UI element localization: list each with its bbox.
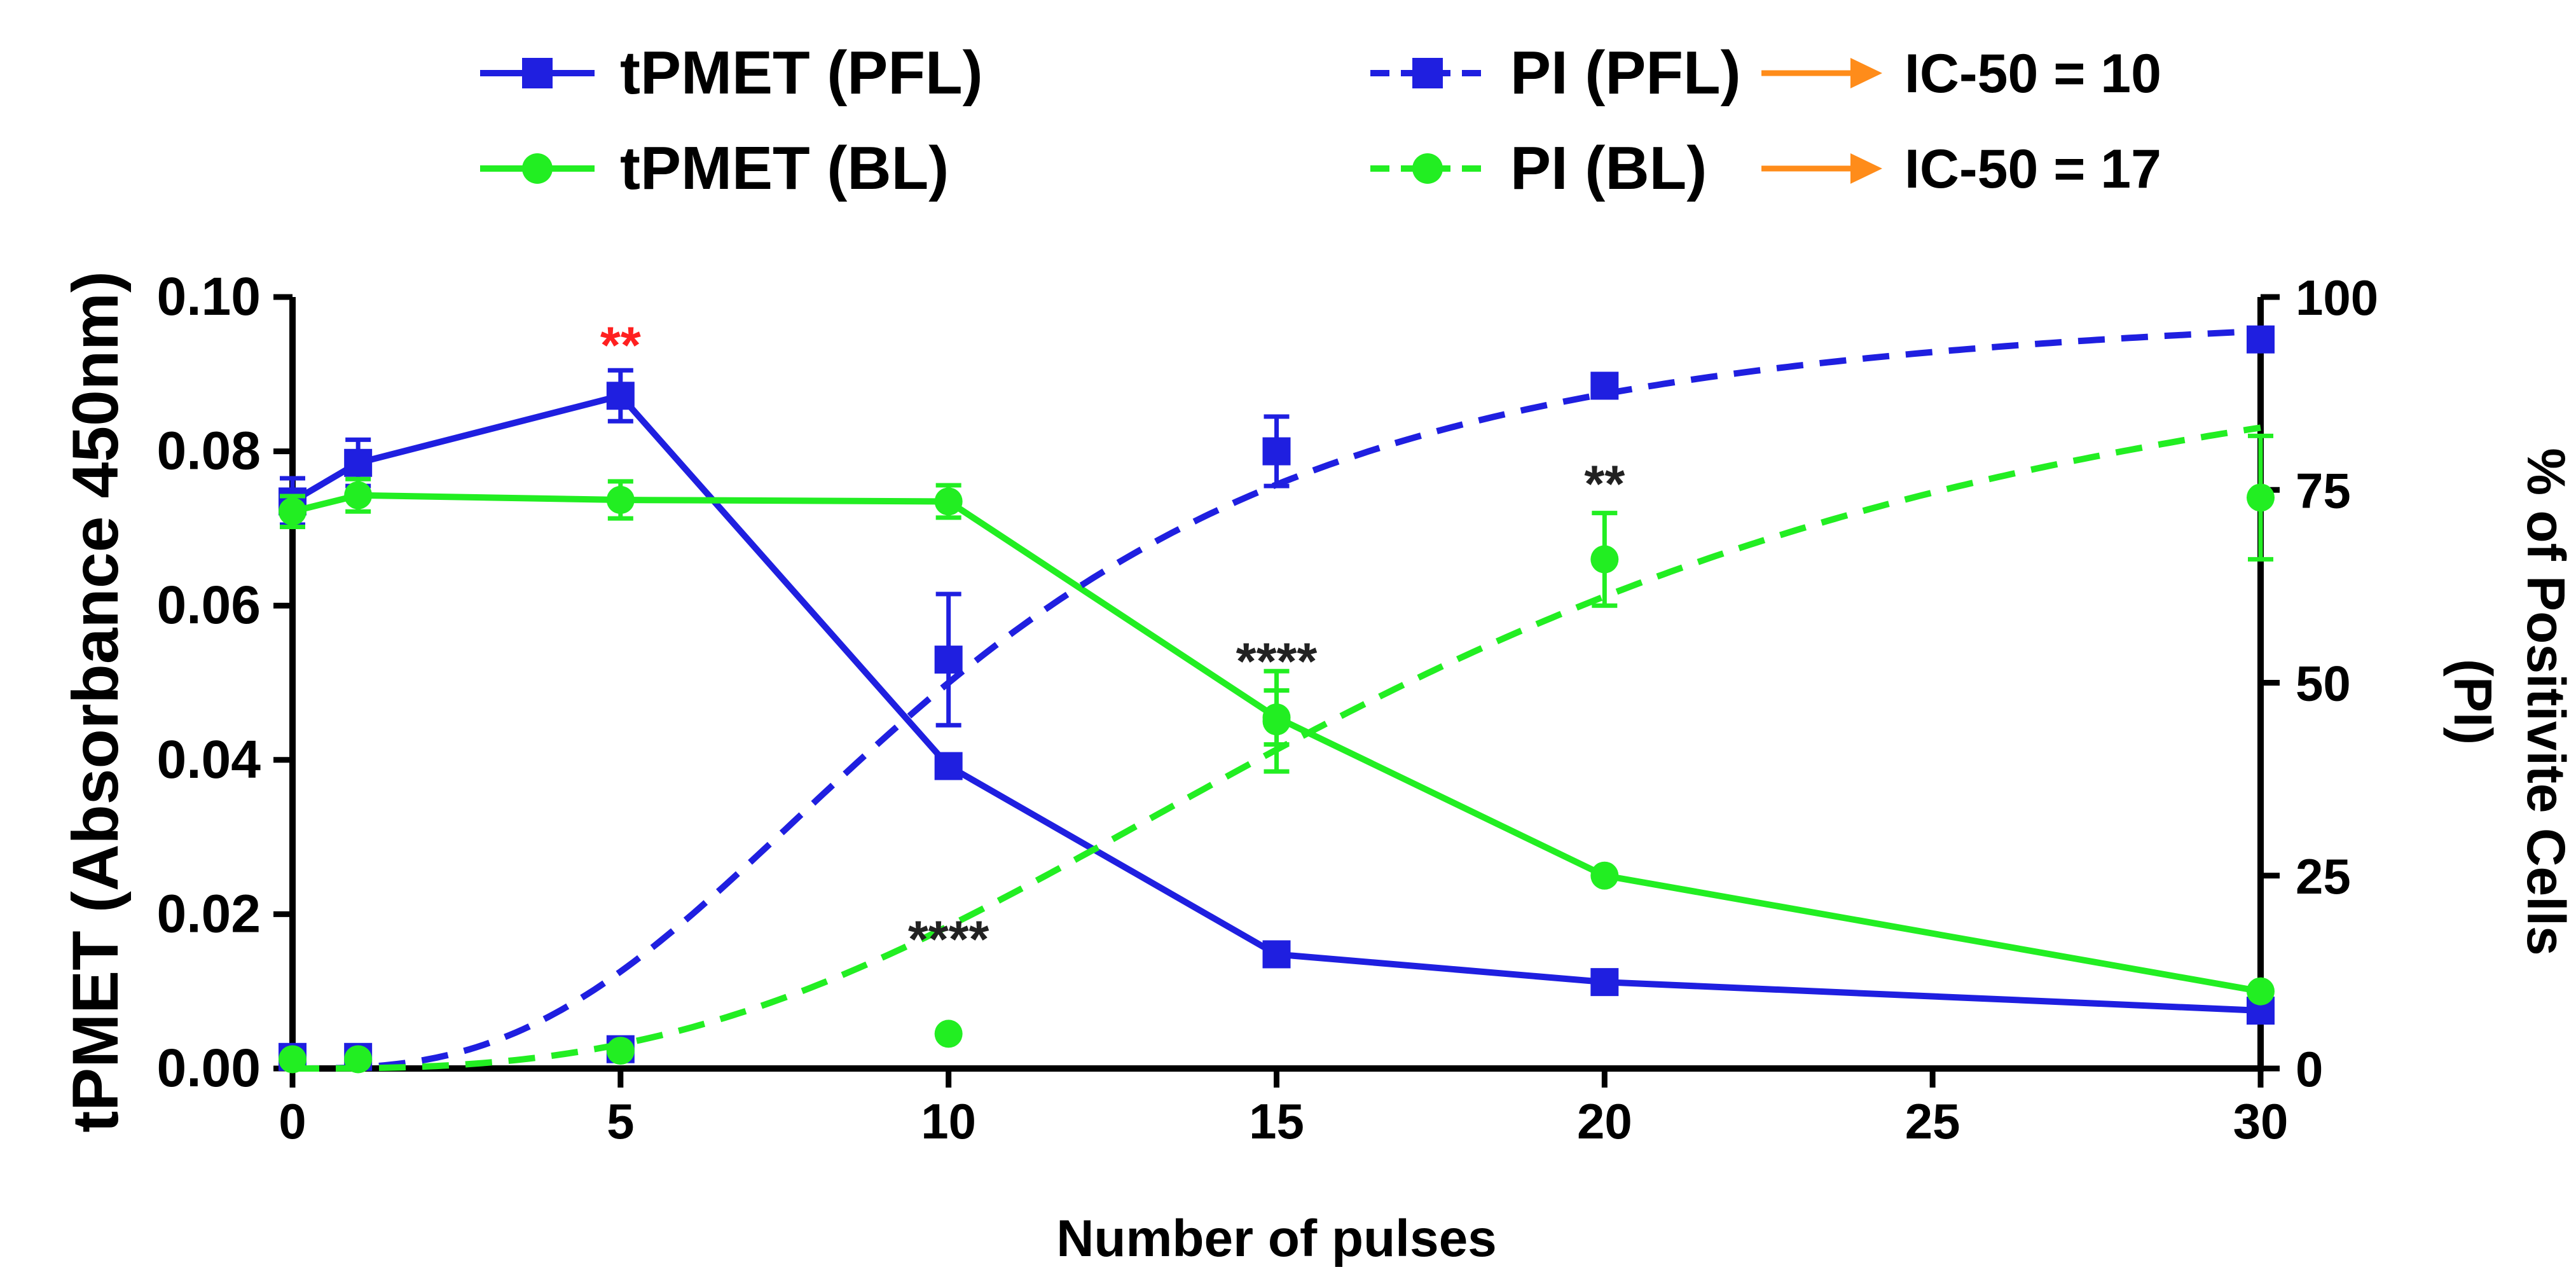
y-right-tick-label: 75 bbox=[2296, 462, 2351, 518]
x-tick-label: 0 bbox=[279, 1093, 306, 1149]
significance-label: **** bbox=[908, 911, 989, 969]
data-point bbox=[344, 481, 373, 509]
legend-label: tPMET (PFL) bbox=[620, 39, 983, 107]
legend-label: IC-50 = 10 bbox=[1904, 43, 2161, 104]
x-tick-label: 15 bbox=[1249, 1093, 1304, 1149]
legend: tPMET (PFL) tPMET (BL) PI (PFL) PI (BL) IC-5… bbox=[480, 39, 2161, 202]
data-point bbox=[2247, 977, 2275, 1006]
y-right-tick-label: 25 bbox=[2296, 848, 2351, 904]
axes: 0 5 10 15 20 25 30 0.00 0.02 0.04 0.06 0.08 0.10 0 25 5… bbox=[59, 266, 2576, 1268]
significance-label: **** bbox=[1236, 633, 1318, 691]
y-axis-right-title-line2: (PI) bbox=[2443, 659, 2503, 745]
data-point bbox=[344, 1045, 373, 1074]
data-point bbox=[1590, 371, 1619, 400]
annotation-layer: ************ bbox=[600, 317, 1625, 969]
data-point bbox=[1590, 968, 1619, 997]
y-right-tick-label: 0 bbox=[2296, 1041, 2323, 1097]
significance-label: ** bbox=[1584, 455, 1625, 513]
legend-label: IC-50 = 17 bbox=[1904, 139, 2161, 200]
data-point bbox=[934, 1020, 963, 1048]
y-left-tick-label: 0.06 bbox=[157, 575, 261, 635]
data-point bbox=[2247, 325, 2275, 354]
legend-label: PI (BL) bbox=[1510, 134, 1707, 202]
legend-swatch-marker bbox=[1412, 153, 1443, 184]
data-point bbox=[934, 646, 963, 674]
y-left-tick-label: 0.00 bbox=[157, 1038, 261, 1098]
y-left-tick-label: 0.10 bbox=[157, 266, 261, 326]
data-point bbox=[279, 1045, 307, 1074]
x-tick-label: 10 bbox=[921, 1093, 976, 1149]
legend-label: PI (PFL) bbox=[1510, 39, 1741, 107]
x-tick-label: 25 bbox=[1905, 1093, 1960, 1149]
data-point bbox=[606, 382, 635, 410]
legend-item: tPMET (BL) bbox=[480, 134, 949, 202]
series-layer bbox=[279, 325, 2275, 1074]
series-tpmet-bl- bbox=[279, 476, 2275, 1006]
legend-swatch-marker bbox=[522, 153, 553, 184]
legend-item: PI (BL) bbox=[1370, 134, 1707, 202]
y-left-tick-label: 0.08 bbox=[157, 421, 261, 481]
y-axis-right-title-line1: % of Positivite Cells bbox=[2516, 448, 2576, 955]
data-point bbox=[2247, 483, 2275, 512]
data-point bbox=[1590, 545, 1619, 574]
x-tick-label: 30 bbox=[2233, 1093, 2289, 1149]
x-axis-title: Number of pulses bbox=[1056, 1210, 1497, 1268]
legend-swatch-marker bbox=[522, 58, 553, 88]
data-point bbox=[344, 448, 373, 477]
data-point bbox=[279, 497, 307, 526]
y-right-tick-label: 100 bbox=[2296, 270, 2378, 326]
legend-label: tPMET (BL) bbox=[620, 134, 949, 202]
data-point bbox=[1262, 707, 1291, 736]
data-point bbox=[606, 1037, 635, 1065]
significance-label: ** bbox=[600, 317, 641, 375]
legend-item: tPMET (PFL) bbox=[480, 39, 983, 107]
data-point bbox=[1262, 437, 1291, 466]
arrow-head-icon bbox=[1850, 153, 1882, 184]
data-point bbox=[1590, 861, 1619, 890]
data-point bbox=[934, 487, 963, 516]
arrow-head-icon bbox=[1850, 58, 1882, 88]
legend-item: IC-50 = 17 bbox=[1761, 139, 2161, 200]
data-point bbox=[934, 752, 963, 780]
y-left-tick-label: 0.04 bbox=[157, 729, 261, 789]
data-point bbox=[606, 486, 635, 515]
x-tick-label: 20 bbox=[1577, 1093, 1632, 1149]
y-left-tick-label: 0.02 bbox=[157, 883, 261, 943]
legend-item: PI (PFL) bbox=[1370, 39, 1741, 107]
y-right-tick-label: 50 bbox=[2296, 656, 2351, 712]
series-pi-bl- bbox=[279, 424, 2275, 1074]
y-axis-left-title: tPMET (Absorbance 450nm) bbox=[59, 271, 132, 1133]
legend-swatch-marker bbox=[1412, 58, 1443, 88]
x-tick-label: 5 bbox=[607, 1093, 634, 1149]
series-tpmet-pfl- bbox=[279, 368, 2275, 1025]
legend-item: IC-50 = 10 bbox=[1761, 43, 2161, 104]
data-point bbox=[1262, 940, 1291, 969]
